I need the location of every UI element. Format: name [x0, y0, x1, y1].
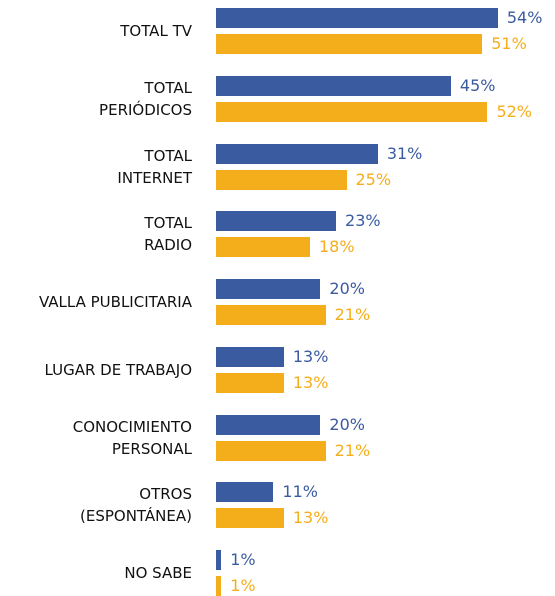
bar	[216, 169, 347, 190]
value-label: 13%	[292, 372, 329, 392]
value-label: 21%	[334, 305, 371, 324]
category-label: TOTAL TV	[120, 22, 192, 40]
category-label: TOTAL PERIÓDICOS	[99, 78, 192, 119]
category-label: VALLA PUBLICITARIA	[38, 293, 192, 311]
value-label: 1%	[230, 550, 256, 569]
bar	[216, 143, 378, 164]
value-label: 51%	[491, 34, 527, 53]
value-label: 13%	[292, 508, 329, 528]
bar	[216, 305, 326, 325]
value-label: 52%	[496, 101, 532, 121]
value-label: 45%	[459, 75, 496, 95]
bar	[216, 346, 284, 367]
bar	[216, 372, 284, 393]
value-label: 31%	[386, 143, 423, 163]
value-label: 25%	[355, 169, 392, 189]
bar	[216, 237, 310, 258]
category-label: TOTAL INTERNET	[117, 146, 192, 187]
bar	[216, 440, 326, 461]
bar	[216, 75, 451, 96]
value-label: 13%	[292, 346, 329, 366]
bar	[216, 101, 488, 122]
bar	[216, 279, 321, 299]
bar	[216, 414, 321, 435]
category-label: LUGAR DE TRABAJO	[44, 360, 192, 379]
value-label: 54%	[506, 8, 543, 27]
value-label: 20%	[329, 414, 365, 434]
value-label: 11%	[282, 482, 318, 502]
bar	[216, 508, 284, 529]
value-label: 18%	[318, 237, 355, 257]
category-label: TOTAL RADIO	[144, 214, 192, 255]
bar	[216, 550, 222, 570]
value-label: 21%	[334, 440, 371, 460]
bar	[216, 211, 337, 232]
bar	[216, 576, 222, 596]
category-label: OTROS (ESPONTÁNEA)	[80, 485, 192, 526]
value-label: 23%	[345, 211, 381, 231]
value-label: 1%	[230, 576, 256, 595]
value-label: 20%	[329, 279, 365, 298]
category-label: NO SABE	[124, 564, 192, 582]
category-label: CONOCIMIENTO PERSONAL	[72, 417, 192, 458]
bar	[216, 482, 274, 503]
bar	[216, 8, 498, 28]
bar	[216, 34, 483, 54]
